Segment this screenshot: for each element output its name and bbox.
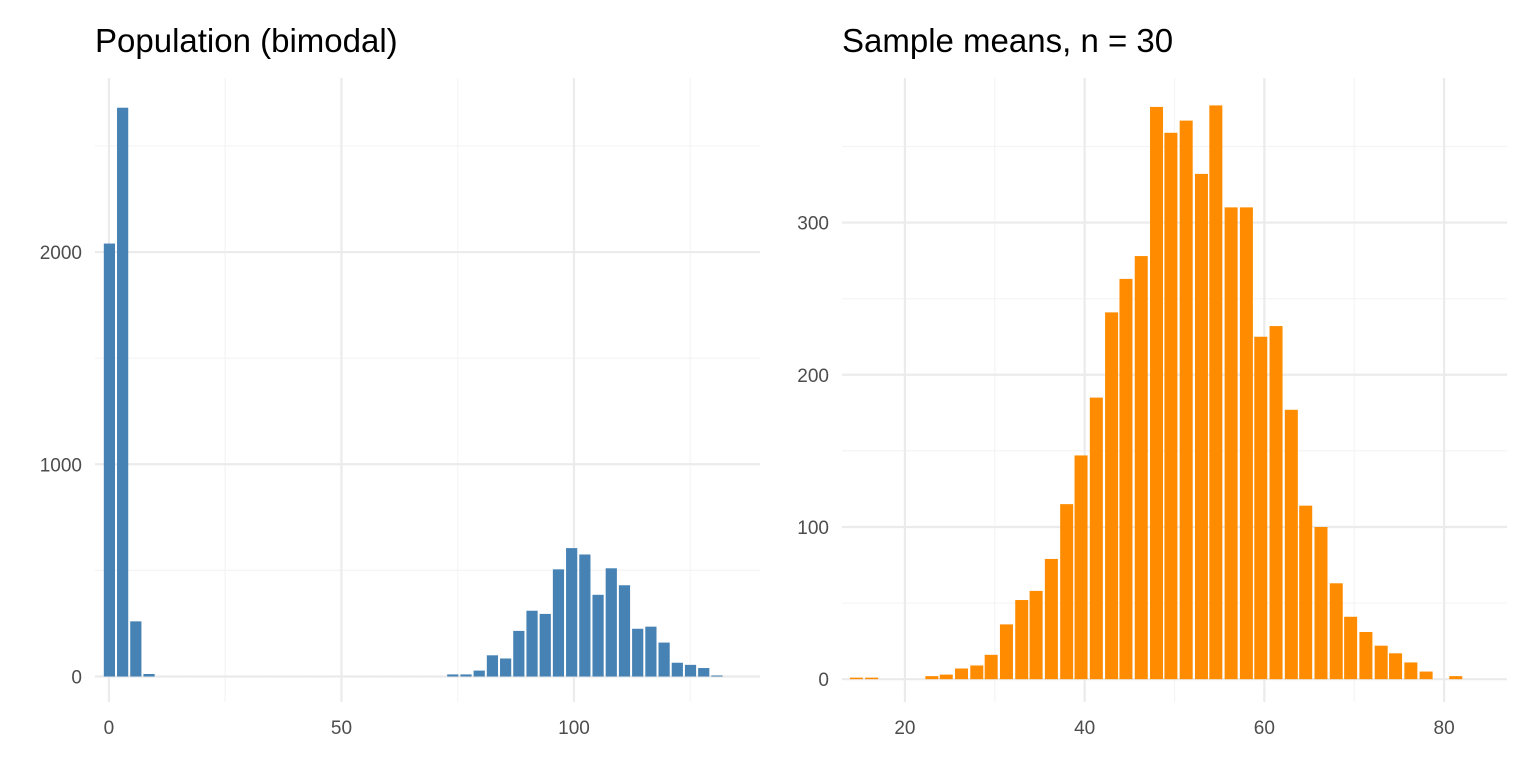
y-tick-label: 300 [797, 214, 829, 235]
histogram-bar [939, 674, 953, 680]
histogram-bar [1374, 645, 1388, 680]
histogram-bar [925, 676, 939, 680]
histogram-bar [1344, 616, 1358, 680]
histogram-bar [1105, 312, 1119, 680]
histogram-bar [632, 628, 644, 677]
population-histogram: 0 1000 2000 0 50 100 [40, 78, 760, 739]
histogram-bar [658, 642, 670, 677]
histogram-bar [526, 610, 538, 677]
histogram-bar [684, 664, 697, 677]
histogram-bar [1239, 207, 1253, 680]
histogram-bar [984, 654, 998, 680]
y-tick-label: 2000 [40, 243, 82, 264]
histogram-bar [1134, 256, 1148, 680]
x-tick-label: 80 [1434, 718, 1455, 739]
histogram-bar [1044, 558, 1058, 680]
chart-title: Population (bimodal) [95, 22, 398, 59]
histogram-bar [1314, 526, 1328, 680]
histogram-bar [1164, 132, 1178, 680]
histogram-bar [473, 670, 485, 677]
histogram-bar [1074, 455, 1088, 680]
histogram-bar [1284, 409, 1298, 680]
histogram-bar [1389, 653, 1403, 680]
x-tick-label: 40 [1074, 718, 1095, 739]
histogram-bar [698, 668, 710, 677]
histogram-bar [579, 554, 591, 677]
histogram-bar [1329, 583, 1343, 680]
histogram-bar [486, 655, 499, 677]
histogram-bar [1299, 505, 1313, 680]
histogram-bar [1150, 106, 1164, 680]
histogram-bar [618, 585, 631, 677]
histogram-bar [1015, 600, 1029, 680]
histogram-bar [1029, 590, 1043, 680]
x-tick-label: 0 [104, 718, 115, 739]
bars [103, 107, 723, 677]
histogram-bar [447, 674, 459, 677]
histogram-bar [605, 568, 617, 677]
histogram-bar [117, 107, 129, 677]
histogram-bar [1419, 671, 1433, 680]
y-tick-label: 1000 [40, 455, 82, 476]
histogram-bar [849, 677, 863, 680]
histogram-bar [970, 665, 984, 680]
population-histogram-panel: Population (bimodal) 0 1000 2000 0 50 100 [40, 22, 760, 739]
histogram-bar [103, 243, 116, 677]
y-tick-label: 0 [71, 668, 82, 689]
histogram-bar [1449, 676, 1463, 680]
histogram-bar [1404, 662, 1418, 680]
histogram-bar [865, 677, 879, 680]
histogram-bar [592, 594, 604, 677]
histogram-bar [500, 658, 512, 677]
histogram-bar [711, 675, 723, 677]
histogram-bar [955, 668, 969, 680]
y-tick-label: 200 [797, 366, 829, 387]
histogram-bar [143, 673, 155, 677]
x-tick-label: 20 [894, 718, 915, 739]
y-tick-label: 100 [797, 518, 829, 539]
chart-title: Sample means, n = 30 [842, 22, 1174, 59]
histogram-bar [1209, 105, 1223, 680]
sample-means-histogram-panel: Sample means, n = 30 0 100 200 300 20 40 60 80 [768, 0, 1536, 768]
histogram-bar [552, 569, 565, 677]
histogram-bar [1254, 336, 1268, 680]
histogram-bar [1194, 173, 1208, 680]
x-tick-label: 50 [331, 718, 352, 739]
histogram-bar [1060, 504, 1074, 680]
histogram-bar [999, 624, 1013, 680]
histogram-bar [513, 630, 525, 677]
histogram-bar [1119, 278, 1133, 680]
bars [849, 105, 1463, 680]
histogram-bar [130, 621, 142, 677]
histogram-bar [671, 662, 683, 677]
histogram-bar [1359, 631, 1373, 680]
histogram-bar [1089, 397, 1103, 680]
y-tick-label: 0 [818, 670, 829, 691]
histogram-bar [1269, 326, 1283, 680]
histogram-bar [1179, 120, 1193, 680]
sample-means-histogram: 0 100 200 300 20 40 60 80 [797, 78, 1507, 739]
x-tick-label: 100 [558, 718, 590, 739]
x-tick-label: 60 [1254, 718, 1275, 739]
histogram-bar [460, 674, 472, 677]
histogram-bar [539, 613, 551, 677]
histogram-bar [645, 626, 657, 677]
histogram-bar [1224, 207, 1238, 680]
histogram-bar [566, 548, 578, 677]
